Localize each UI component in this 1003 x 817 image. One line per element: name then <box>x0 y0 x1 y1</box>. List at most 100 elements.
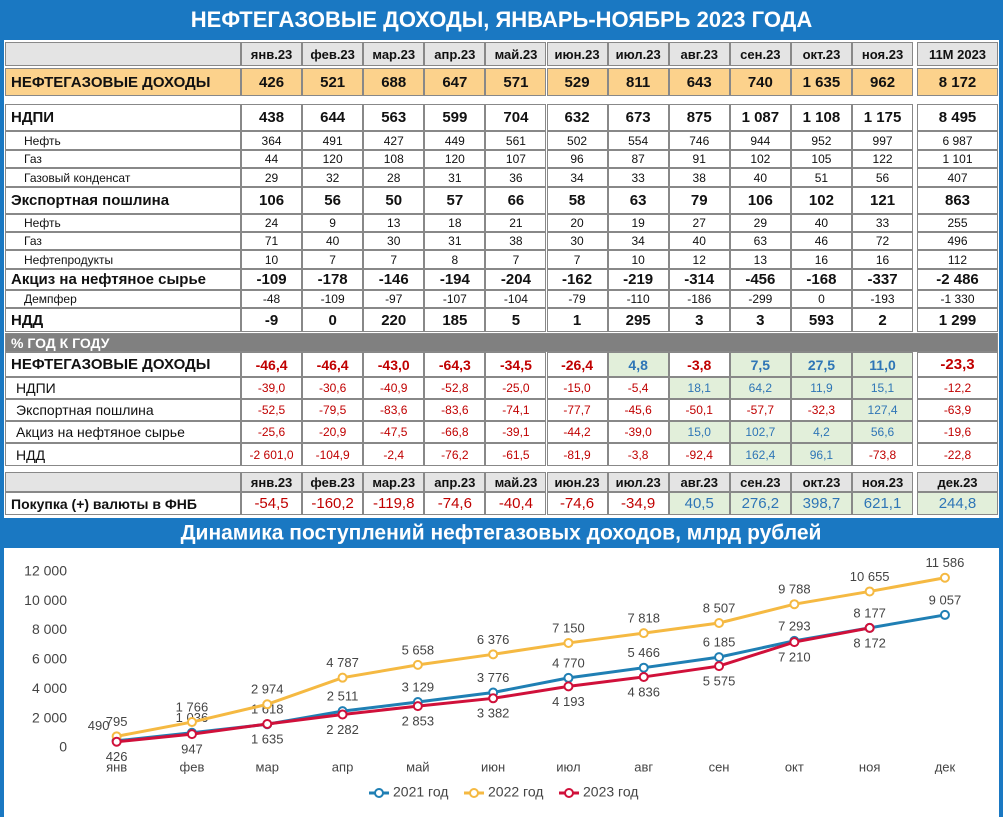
value-cell: -186 <box>668 290 730 308</box>
row-label: Нефтепродукты <box>5 250 241 269</box>
value-cell: 621,1 <box>852 492 914 515</box>
value-cell: 51 <box>790 168 852 187</box>
value-cell: -34,5 <box>485 352 547 377</box>
point <box>563 672 574 683</box>
column-header: сен.23 <box>729 472 791 492</box>
value-cell: 91 <box>668 150 730 168</box>
point <box>714 652 725 663</box>
value-cell: -168 <box>790 269 852 290</box>
value-label: 10 655 <box>850 569 890 584</box>
value-cell: 50 <box>363 187 425 214</box>
column-header: окт.23 <box>790 42 852 66</box>
value-label: 795 <box>106 714 128 729</box>
value-cell: -107 <box>424 290 486 308</box>
value-cell: 3 <box>729 308 791 332</box>
value-cell: 107 <box>485 150 547 168</box>
x-tick-label: май <box>406 759 429 774</box>
value-cell: -46,4 <box>302 352 364 377</box>
value-cell: 40 <box>668 232 730 250</box>
value-cell: -160,2 <box>302 492 364 515</box>
point <box>412 701 423 712</box>
point <box>563 637 574 648</box>
total-cell: 112 <box>917 250 998 269</box>
value-cell: -299 <box>729 290 791 308</box>
point <box>638 628 649 639</box>
value-cell: 40 <box>790 214 852 232</box>
value-label: 2 282 <box>326 722 359 737</box>
value-cell: 34 <box>607 232 669 250</box>
value-label: 6 185 <box>703 635 736 650</box>
value-cell: 30 <box>363 232 425 250</box>
value-cell: 71 <box>241 232 303 250</box>
value-cell: -81,9 <box>546 443 608 466</box>
point <box>939 609 950 620</box>
chart: Динамика поступлений нефтегазовых доходо… <box>4 518 999 817</box>
value-label: 6 376 <box>477 632 510 647</box>
value-cell: 644 <box>302 104 364 131</box>
value-cell: -50,1 <box>668 399 730 421</box>
column-header: мар.23 <box>363 42 425 66</box>
value-cell: -39,0 <box>241 377 303 399</box>
value-cell: 106 <box>729 187 791 214</box>
row-label: Газ <box>5 232 241 250</box>
value-cell: -25,0 <box>485 377 547 399</box>
value-cell: 46 <box>790 232 852 250</box>
column-header: май.23 <box>485 42 547 66</box>
x-tick-label: сен <box>709 759 730 774</box>
x-tick-label: авг <box>634 759 653 774</box>
value-cell: 33 <box>607 168 669 187</box>
value-cell: 31 <box>424 168 486 187</box>
value-cell: 244,8 <box>917 492 998 515</box>
value-cell: 10 <box>607 250 669 269</box>
value-cell: 0 <box>790 290 852 308</box>
value-label: 1 766 <box>176 699 209 714</box>
value-cell: 0 <box>302 308 364 332</box>
value-cell: -9 <box>241 308 303 332</box>
value-cell: 38 <box>485 232 547 250</box>
column-header: июл.23 <box>607 42 669 66</box>
value-cell: -61,5 <box>485 443 547 466</box>
legend-marker <box>564 788 574 798</box>
value-cell: 24 <box>241 214 303 232</box>
value-cell: -119,8 <box>363 492 425 515</box>
value-cell: 63 <box>607 187 669 214</box>
value-cell: -32,3 <box>790 399 852 421</box>
column-header: янв.23 <box>241 42 303 66</box>
point <box>789 637 800 648</box>
value-cell: 563 <box>363 104 425 131</box>
value-cell: 19 <box>607 214 669 232</box>
value-cell: -3,8 <box>668 352 730 377</box>
section-title: % ГОД К ГОДУ <box>5 333 998 352</box>
value-cell: 1 087 <box>729 104 791 131</box>
value-cell: 7 <box>302 250 364 269</box>
column-header: мар.23 <box>363 472 425 492</box>
value-cell: -46,4 <box>241 352 303 377</box>
value-cell: 16 <box>790 250 852 269</box>
value-cell: 1 108 <box>790 104 852 131</box>
legend-label: 2021 год <box>393 784 448 800</box>
value-cell: 962 <box>852 68 914 96</box>
value-cell: 72 <box>852 232 914 250</box>
value-cell: -92,4 <box>668 443 730 466</box>
value-cell: -178 <box>302 269 364 290</box>
legend-label: 2022 год <box>488 784 543 800</box>
value-cell: -204 <box>485 269 547 290</box>
value-cell: 11,0 <box>852 352 914 377</box>
value-cell: 56 <box>302 187 364 214</box>
value-cell: -30,6 <box>302 377 364 399</box>
value-label: 1 635 <box>251 731 284 746</box>
value-cell: 4,8 <box>607 352 669 377</box>
value-label: 5 658 <box>402 642 435 657</box>
x-tick-label: июн <box>481 759 505 774</box>
value-cell: -79,5 <box>302 399 364 421</box>
value-cell: 11,9 <box>790 377 852 399</box>
value-cell: 31 <box>424 232 486 250</box>
value-cell: -45,6 <box>607 399 669 421</box>
column-header: май.23 <box>485 472 547 492</box>
value-cell: 554 <box>607 131 669 150</box>
column-header: авг.23 <box>668 42 730 66</box>
value-label: 2 511 <box>327 689 359 704</box>
row-label: Демпфер <box>5 290 241 308</box>
value-cell: -64,3 <box>424 352 486 377</box>
value-cell: -34,9 <box>607 492 669 515</box>
